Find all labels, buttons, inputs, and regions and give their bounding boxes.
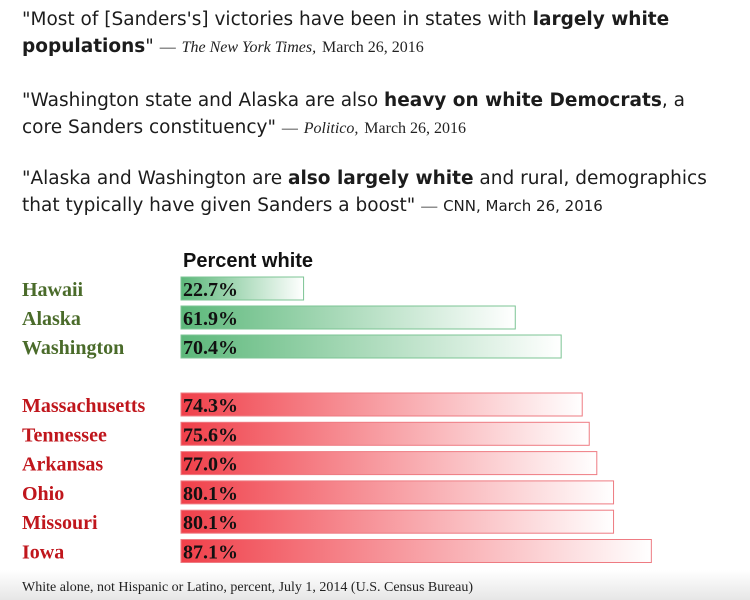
bar-arkansas [180,451,598,476]
em-dash: — [159,39,176,56]
category-label-tennessee: Tennessee [22,424,107,446]
value-label-tennessee: 75.6% [183,424,238,446]
quote-text: "Most of [Sanders's] victories have been… [22,9,533,30]
bar-washington [180,334,562,359]
quote-bold: largely white populations [22,9,670,57]
footer-strip [0,570,750,600]
quote-text: "Washington state and Alaska are also [22,90,385,111]
bar-missouri [180,509,615,534]
value-label-missouri: 80.1% [183,512,238,534]
quote-text: "Alaska and Washington are [22,168,288,189]
value-label-washington: 70.4% [183,337,238,359]
quote-text: " [145,36,154,57]
quote-source: The New York Times, [181,39,317,56]
bar-iowa [180,539,652,563]
value-label-arkansas: 77.0% [183,454,238,476]
quote-source: Politico, [303,120,359,137]
quote-bold: also largely white [287,168,474,189]
quote-bold: heavy on white Democrats [384,90,662,111]
value-label-hawaii: 22.7% [183,279,238,301]
chart-title: Percent white [183,250,313,272]
bar-alaska [180,305,516,330]
footnote: White alone, not Hispanic or Latino, per… [22,580,474,595]
quote-text: and rural, demographics that typically h… [22,168,707,216]
category-label-washington: Washington [22,337,124,359]
value-label-ohio: 80.1% [183,483,238,505]
bar-massachusetts [180,392,583,417]
category-label-iowa: Iowa [22,542,64,564]
category-label-ohio: Ohio [22,483,64,505]
category-label-hawaii: Hawaii [22,279,84,301]
quote-date: March 26, 2016 [364,120,467,137]
category-label-massachusetts: Massachusetts [22,395,146,417]
bar-hawaii [180,276,305,301]
quote-nyt: "Most of [Sanders's] victories have been… [22,6,722,61]
value-label-alaska: 61.9% [183,308,238,330]
quote-text: , a core Sanders constituency" [22,90,685,138]
category-label-missouri: Missouri [22,512,98,534]
bar-tennessee [180,421,590,446]
em-dash: — [421,198,438,215]
bar-ohio [180,480,615,505]
value-label-massachusetts: 74.3% [183,395,238,417]
quote-source: CNN, March 26, 2016 [443,197,603,215]
quote-cnn: "Alaska and Washington are also largely … [22,165,722,220]
quote-politico: "Washington state and Alaska are also he… [22,87,722,142]
quote-date: March 26, 2016 [322,39,424,56]
category-label-arkansas: Arkansas [22,454,103,476]
value-label-iowa: 87.1% [183,542,238,564]
em-dash: — [281,120,298,137]
category-label-alaska: Alaska [22,308,81,330]
